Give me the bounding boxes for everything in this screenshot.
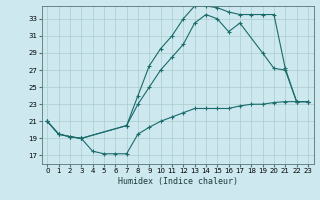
X-axis label: Humidex (Indice chaleur): Humidex (Indice chaleur) bbox=[118, 177, 237, 186]
